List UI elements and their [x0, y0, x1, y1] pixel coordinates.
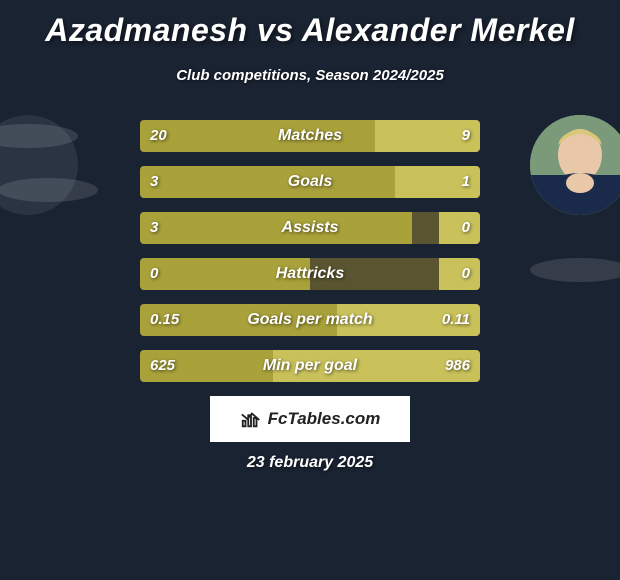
- stat-row: 625986Min per goal: [140, 350, 480, 382]
- player-right-avatar: [530, 115, 620, 215]
- stats-bars: 209Matches 31Goals 30Assists 00Hattricks 0.1…: [140, 120, 480, 396]
- stat-label: Assists: [140, 212, 480, 244]
- stat-row: 30Assists: [140, 212, 480, 244]
- watermark-text: FcTables.com: [268, 409, 381, 429]
- watermark-badge: FcTables.com: [210, 396, 410, 442]
- avatar-shadow-left-2: [0, 178, 98, 202]
- date-label: 23 february 2025: [0, 454, 620, 472]
- stat-label: Goals: [140, 166, 480, 198]
- stat-label: Hattricks: [140, 258, 480, 290]
- page-title: Azadmanesh vs Alexander Merkel: [0, 0, 620, 49]
- chart-icon: [240, 408, 262, 430]
- player-right-portrait-icon: [530, 115, 620, 215]
- stat-row: 00Hattricks: [140, 258, 480, 290]
- stat-row: 0.150.11Goals per match: [140, 304, 480, 336]
- stat-label: Matches: [140, 120, 480, 152]
- subtitle: Club competitions, Season 2024/2025: [0, 67, 620, 84]
- stat-row: 209Matches: [140, 120, 480, 152]
- avatar-shadow-right: [530, 258, 620, 282]
- stat-label: Goals per match: [140, 304, 480, 336]
- stat-label: Min per goal: [140, 350, 480, 382]
- stat-row: 31Goals: [140, 166, 480, 198]
